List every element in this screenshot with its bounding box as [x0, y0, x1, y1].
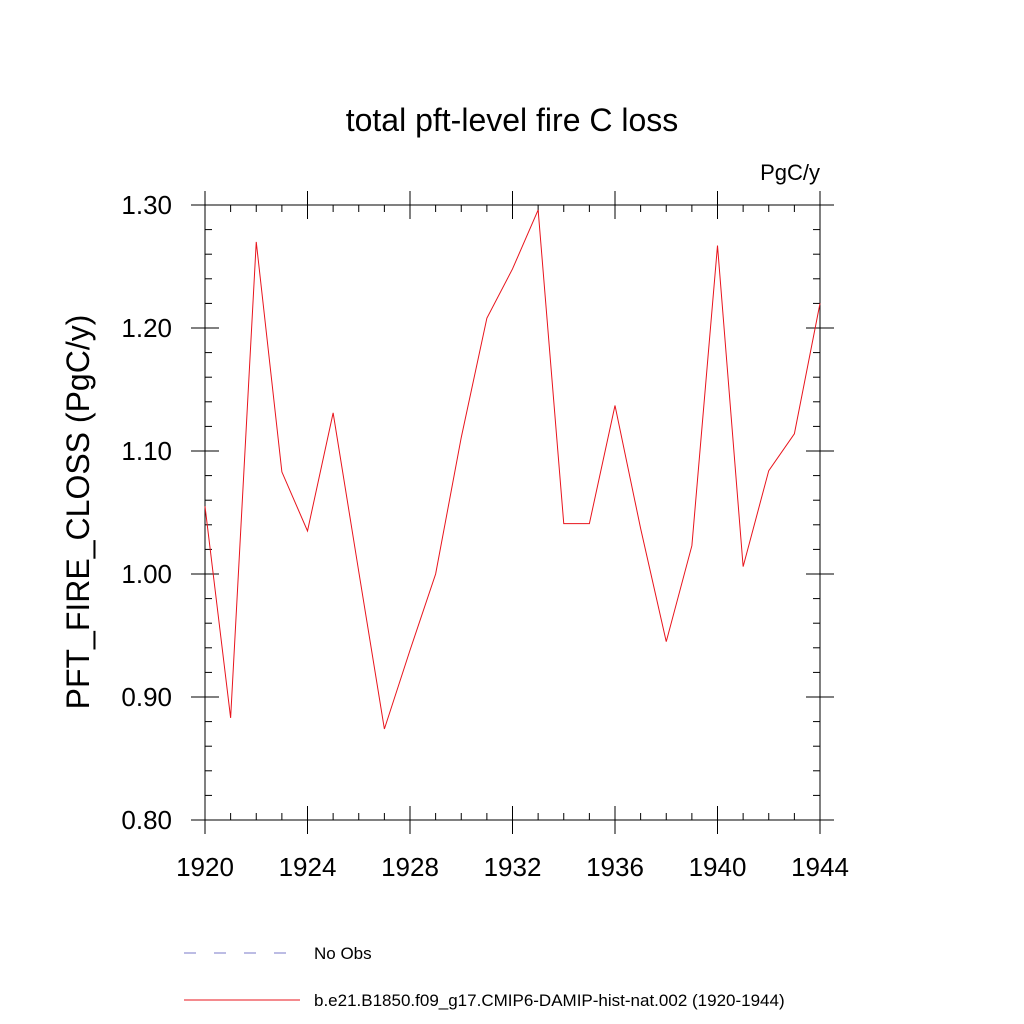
y-tick-label: 1.00: [121, 559, 172, 589]
units-label: PgC/y: [760, 160, 820, 185]
y-axis-label: PFT_FIRE_CLOSS (PgC/y): [60, 315, 96, 710]
y-tick-label: 0.80: [121, 805, 172, 835]
series-line: [204, 209, 821, 730]
y-tick-label: 1.30: [121, 190, 172, 220]
x-tick-label: 1944: [791, 852, 849, 882]
chart-title: total pft-level fire C loss: [346, 102, 679, 138]
x-tick-label: 1940: [689, 852, 747, 882]
x-tick-label: 1928: [381, 852, 439, 882]
x-tick-label: 1936: [586, 852, 644, 882]
legend-label: b.e21.B1850.f09_g17.CMIP6-DAMIP-hist-nat…: [314, 991, 785, 1010]
legend-label: No Obs: [314, 944, 372, 963]
x-tick-label: 1920: [176, 852, 234, 882]
y-tick-label: 1.20: [121, 313, 172, 343]
y-tick-label: 0.90: [121, 682, 172, 712]
plot-frame: [204, 204, 821, 821]
data-series: [204, 209, 821, 730]
y-tick-label: 1.10: [121, 436, 172, 466]
x-tick-label: 1924: [279, 852, 337, 882]
axis-ticks: 1920 1924 1928 1932 1936 1940 1944 0.80 0.90 1.00…: [121, 190, 849, 882]
legend: No Obs b.e21.B1850.f09_g17.CMIP6-DAMIP-hi…: [184, 944, 785, 1010]
x-tick-label: 1932: [484, 852, 542, 882]
